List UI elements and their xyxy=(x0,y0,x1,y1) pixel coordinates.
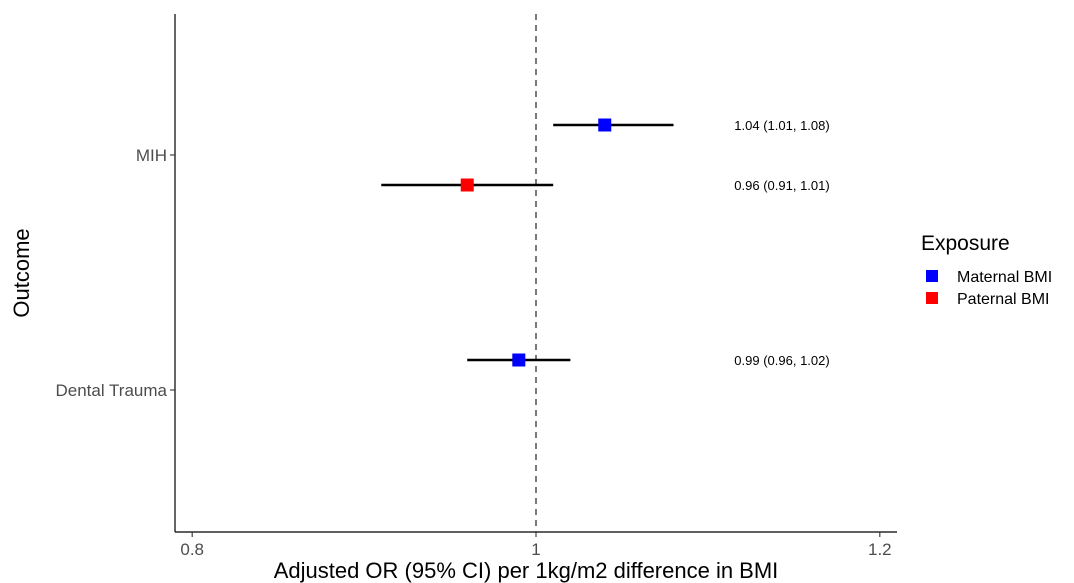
y-tick-label: Dental Trauma xyxy=(56,381,168,400)
legend-label: Maternal BMI xyxy=(957,269,1052,286)
point-marker xyxy=(598,118,612,132)
x-tick-label: 0.8 xyxy=(180,540,204,559)
x-tick-label: 1 xyxy=(531,540,540,559)
ci-label: 0.96 (0.91, 1.01) xyxy=(734,178,829,193)
legend-title: Exposure xyxy=(921,232,1010,255)
legend-label: Paternal BMI xyxy=(957,291,1049,308)
y-tick-label: MIH xyxy=(136,146,167,165)
axes: 0.8 1 1.2 MIH Dental Trauma xyxy=(56,14,897,559)
y-axis-title: Outcome xyxy=(9,228,34,317)
point-marker xyxy=(512,353,526,367)
x-tick-label: 1.2 xyxy=(868,540,892,559)
ci-label: 0.99 (0.96, 1.02) xyxy=(734,353,829,368)
ci-labels: 1.04 (1.01, 1.08) 0.96 (0.91, 1.01) 0.99 (… xyxy=(734,118,829,368)
legend-swatch xyxy=(926,292,938,304)
plot-marks xyxy=(381,118,674,367)
x-axis-title: Adjusted OR (95% CI) per 1kg/m2 differen… xyxy=(274,558,779,583)
ci-label: 1.04 (1.01, 1.08) xyxy=(734,118,829,133)
legend-swatch xyxy=(926,270,938,282)
legend: Exposure Maternal BMI Paternal BMI xyxy=(921,232,1052,308)
point-marker xyxy=(460,178,474,192)
